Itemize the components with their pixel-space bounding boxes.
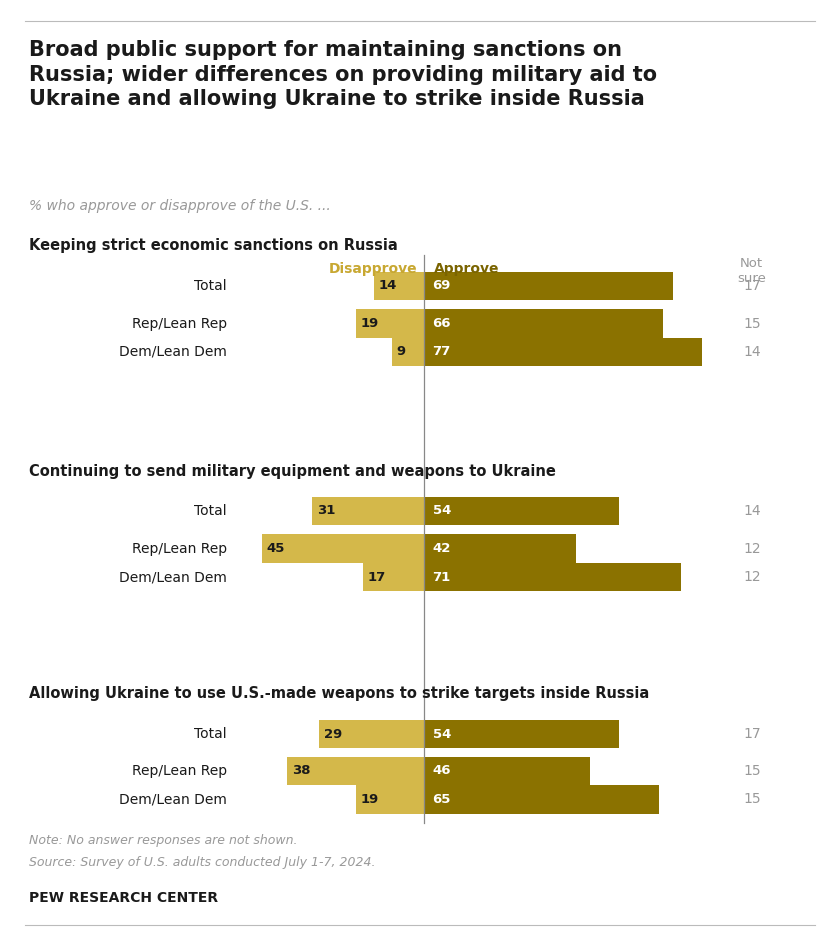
Bar (287, 757, 424, 785)
Text: 54: 54 (433, 727, 451, 741)
Bar (424, 534, 576, 563)
Text: Broad public support for maintaining sanctions on
Russia; wider differences on p: Broad public support for maintaining san… (29, 40, 658, 110)
Text: % who approve or disapprove of the U.S. ...: % who approve or disapprove of the U.S. … (29, 199, 331, 213)
Text: 14: 14 (379, 279, 397, 292)
Bar (424, 309, 663, 338)
Text: 17: 17 (743, 279, 760, 292)
Text: 14: 14 (743, 504, 760, 517)
Bar (424, 720, 619, 748)
Text: Continuing to send military equipment and weapons to Ukraine: Continuing to send military equipment an… (29, 464, 556, 479)
Text: 46: 46 (433, 764, 451, 778)
Text: Keeping strict economic sanctions on Russia: Keeping strict economic sanctions on Rus… (29, 238, 398, 254)
Bar (424, 757, 591, 785)
Text: Approve: Approve (434, 262, 500, 276)
Bar (355, 785, 424, 814)
Text: Rep/Lean Rep: Rep/Lean Rep (132, 764, 227, 778)
Bar (424, 785, 659, 814)
Bar (424, 497, 619, 525)
Text: Total: Total (194, 504, 227, 517)
Text: Total: Total (194, 727, 227, 741)
Bar (355, 309, 424, 338)
Text: 38: 38 (292, 764, 311, 778)
Bar (424, 563, 680, 591)
Text: Dem/Lean Dem: Dem/Lean Dem (119, 793, 227, 806)
Text: Rep/Lean Rep: Rep/Lean Rep (132, 542, 227, 555)
Text: 31: 31 (318, 504, 336, 517)
Bar (262, 534, 424, 563)
Text: 69: 69 (433, 279, 451, 292)
Text: 42: 42 (433, 542, 451, 555)
Text: Source: Survey of U.S. adults conducted July 1-7, 2024.: Source: Survey of U.S. adults conducted … (29, 856, 376, 869)
Bar (363, 563, 424, 591)
Text: 71: 71 (433, 570, 451, 584)
Text: 17: 17 (743, 727, 760, 741)
Text: 65: 65 (433, 793, 451, 806)
Text: Disapprove: Disapprove (328, 262, 417, 276)
Bar (319, 720, 424, 748)
Text: Total: Total (194, 279, 227, 292)
Text: 9: 9 (396, 345, 406, 359)
Text: 19: 19 (360, 793, 379, 806)
Text: 12: 12 (743, 542, 760, 555)
Text: 77: 77 (433, 345, 451, 359)
Text: 17: 17 (368, 570, 386, 584)
Bar (391, 338, 424, 366)
Text: 14: 14 (743, 345, 760, 359)
Text: Dem/Lean Dem: Dem/Lean Dem (119, 345, 227, 359)
Text: 19: 19 (360, 317, 379, 330)
Bar (312, 497, 424, 525)
Text: PEW RESEARCH CENTER: PEW RESEARCH CENTER (29, 891, 218, 905)
Text: 66: 66 (433, 317, 451, 330)
Text: 12: 12 (743, 570, 760, 584)
Text: 15: 15 (743, 793, 760, 806)
Text: Note: No answer responses are not shown.: Note: No answer responses are not shown. (29, 834, 298, 848)
Text: 15: 15 (743, 764, 760, 778)
Bar (424, 272, 674, 300)
Text: 45: 45 (267, 542, 285, 555)
Text: 29: 29 (324, 727, 343, 741)
Text: Rep/Lean Rep: Rep/Lean Rep (132, 317, 227, 330)
Text: Dem/Lean Dem: Dem/Lean Dem (119, 570, 227, 584)
Text: 54: 54 (433, 504, 451, 517)
Text: Allowing Ukraine to use U.S.-made weapons to strike targets inside Russia: Allowing Ukraine to use U.S.-made weapon… (29, 686, 649, 701)
Text: Not
sure: Not sure (738, 257, 766, 285)
Bar (374, 272, 424, 300)
Text: 15: 15 (743, 317, 760, 330)
Bar (424, 338, 702, 366)
